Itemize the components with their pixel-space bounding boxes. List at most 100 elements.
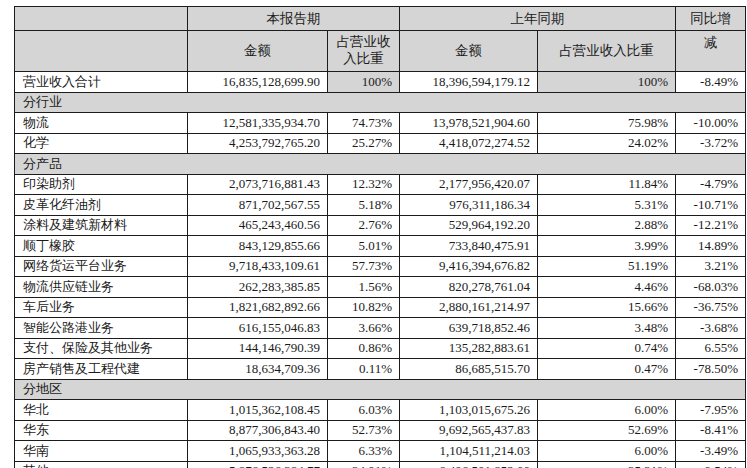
yoy-value-cell: -3.68%: [676, 318, 746, 339]
row-label-cell: 其他: [15, 461, 188, 468]
corner-cell-bottom: [15, 31, 188, 72]
row-label-cell: 华南: [15, 441, 188, 462]
current-pct-cell: 10.82%: [328, 297, 400, 318]
prior-pct-cell: 2.88%: [538, 215, 676, 236]
yoy-value-cell: 3.21%: [676, 256, 746, 277]
table-row: 网络货运平台业务9,718,433,109.6157.73%9,416,394,…: [15, 256, 746, 277]
section-label: 分地区: [15, 379, 746, 400]
row-label-cell: 营业收入合计: [15, 72, 188, 93]
section-label: 分行业: [15, 92, 746, 113]
current-pct-cell: 0.11%: [328, 359, 400, 380]
current-pct-cell: 52.73%: [328, 420, 400, 441]
current-amount-cell: 871,702,567.55: [188, 195, 328, 216]
revenue-breakdown-table: 本报告期 上年同期 同比增 金额 占营业收 入比重 金额 占营业收入比重 减 营…: [14, 6, 746, 468]
row-label-cell: 华东: [15, 420, 188, 441]
row-label-cell: 皮革化纤油剂: [15, 195, 188, 216]
prior-period-header: 上年同期: [400, 7, 676, 31]
prior-amount-cell: 639,718,852.46: [400, 318, 538, 339]
header-row-groups: 本报告期 上年同期 同比增: [15, 7, 746, 31]
prior-pct-cell: 35.31%: [538, 461, 676, 468]
prior-pct-header: 占营业收入比重: [538, 31, 676, 72]
table-row: 物流供应链业务262,283,385.851.56%820,278,761.04…: [15, 277, 746, 298]
row-label-cell: 支付、保险及其他业务: [15, 338, 188, 359]
prior-pct-cell: 24.02%: [538, 133, 676, 154]
yoy-value-cell: -3.72%: [676, 133, 746, 154]
header-row-columns: 金额 占营业收 入比重 金额 占营业收入比重 减: [15, 31, 746, 72]
table-row: 华东8,877,306,843.4052.73%9,692,565,437.83…: [15, 420, 746, 441]
prior-amount-cell: 13,978,521,904.60: [400, 113, 538, 134]
yoy-value-cell: -4.79%: [676, 174, 746, 195]
current-amount-cell: 18,634,709.36: [188, 359, 328, 380]
section-row: 分产品: [15, 154, 746, 175]
table-row: 顺丁橡胶843,129,855.665.01%733,840,475.913.9…: [15, 236, 746, 257]
table-row: 智能公路港业务616,155,046.833.66%639,718,852.46…: [15, 318, 746, 339]
yoy-value-cell: -9.54%: [676, 461, 746, 468]
current-amount-cell: 1,821,682,892.66: [188, 297, 328, 318]
prior-amount-cell: 820,278,761.04: [400, 277, 538, 298]
current-pct-cell: 1.56%: [328, 277, 400, 298]
current-pct-cell: 2.76%: [328, 215, 400, 236]
row-label-cell: 顺丁橡胶: [15, 236, 188, 257]
prior-pct-cell: 52.69%: [538, 420, 676, 441]
current-amount-cell: 9,718,433,109.61: [188, 256, 328, 277]
current-pct-cell: 6.33%: [328, 441, 400, 462]
row-label-cell: 智能公路港业务: [15, 318, 188, 339]
current-amount-cell: 616,155,046.83: [188, 318, 328, 339]
table-row: 房产销售及工程代建18,634,709.360.11%86,685,515.70…: [15, 359, 746, 380]
prior-amount-cell: 529,964,192.20: [400, 215, 538, 236]
current-amount-cell: 843,129,855.66: [188, 236, 328, 257]
row-label-cell: 涂料及建筑新材料: [15, 215, 188, 236]
corner-cell-top: [15, 7, 188, 31]
prior-amount-cell: 86,685,515.70: [400, 359, 538, 380]
prior-pct-cell: 15.66%: [538, 297, 676, 318]
row-label-cell: 化学: [15, 133, 188, 154]
current-pct-cell: 57.73%: [328, 256, 400, 277]
table-header: 本报告期 上年同期 同比增 金额 占营业收 入比重 金额 占营业收入比重 减: [15, 7, 746, 72]
yoy-value-cell: -8.49%: [676, 72, 746, 93]
table-row: 车后业务1,821,682,892.6610.82%2,880,161,214.…: [15, 297, 746, 318]
current-pct-cell: 34.91%: [328, 461, 400, 468]
row-label-cell: 印染助剂: [15, 174, 188, 195]
prior-amount-cell: 1,103,015,675.26: [400, 400, 538, 421]
yoy-header-line2: 减: [676, 31, 746, 72]
current-amount-cell: 4,253,792,765.20: [188, 133, 328, 154]
row-label-cell: 物流供应链业务: [15, 277, 188, 298]
current-pct-cell: 3.66%: [328, 318, 400, 339]
current-pct-cell: 6.03%: [328, 400, 400, 421]
yoy-header-line1: 同比增: [676, 7, 746, 31]
current-pct-cell: 25.27%: [328, 133, 400, 154]
current-amount-cell: 12,581,335,934.70: [188, 113, 328, 134]
table-row: 营业收入合计16,835,128,699.90 100%18,396,594,17…: [15, 72, 746, 93]
table-row: 华北1,015,362,108.456.03%1,103,015,675.266…: [15, 400, 746, 421]
prior-pct-cell: 75.98%: [538, 113, 676, 134]
prior-amount-cell: 135,282,883.61: [400, 338, 538, 359]
current-amount-cell: 465,243,460.56: [188, 215, 328, 236]
yoy-value-cell: -36.75%: [676, 297, 746, 318]
yoy-value-cell: 6.55%: [676, 338, 746, 359]
yoy-value-cell: -78.50%: [676, 359, 746, 380]
current-period-header: 本报告期: [188, 7, 400, 31]
current-amount-cell: 262,283,385.85: [188, 277, 328, 298]
prior-pct-cell: 0.47%: [538, 359, 676, 380]
row-label-cell: 房产销售及工程代建: [15, 359, 188, 380]
table-row: 涂料及建筑新材料465,243,460.562.76%529,964,192.2…: [15, 215, 746, 236]
current-amount-cell: 144,146,790.39: [188, 338, 328, 359]
yoy-value-cell: -8.41%: [676, 420, 746, 441]
prior-pct-cell: 0.74%: [538, 338, 676, 359]
report-page: 本报告期 上年同期 同比增 金额 占营业收 入比重 金额 占营业收入比重 减 营…: [0, 0, 747, 468]
prior-pct-cell: 6.00%: [538, 441, 676, 462]
prior-amount-header: 金额: [400, 31, 538, 72]
current-amount-cell: 1,065,933,363.28: [188, 441, 328, 462]
row-label-cell: 网络货运平台业务: [15, 256, 188, 277]
prior-amount-cell: 9,692,565,437.83: [400, 420, 538, 441]
prior-pct-cell: 11.84%: [538, 174, 676, 195]
prior-pct-cell: 100%: [538, 72, 676, 93]
prior-amount-cell: 18,396,594,179.12: [400, 72, 538, 93]
current-amount-cell: 16,835,128,699.90: [188, 72, 328, 93]
table-body: 营业收入合计16,835,128,699.90 100%18,396,594,17…: [15, 72, 746, 468]
current-pct-cell: 12.32%: [328, 174, 400, 195]
table-row: 华南1,065,933,363.286.33%1,104,511,214.036…: [15, 441, 746, 462]
yoy-value-cell: -7.95%: [676, 400, 746, 421]
prior-amount-cell: 4,418,072,274.52: [400, 133, 538, 154]
prior-pct-cell: 3.99%: [538, 236, 676, 257]
